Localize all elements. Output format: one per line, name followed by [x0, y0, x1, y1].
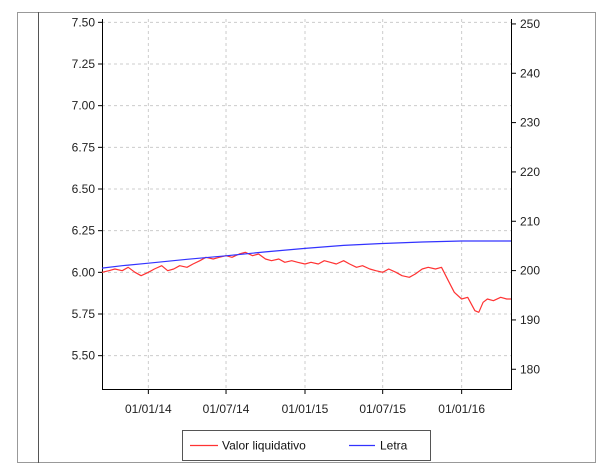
- y-tick-label-left: 5.50: [72, 349, 96, 363]
- y-tick-label-left: 7.25: [72, 57, 96, 71]
- x-tick-label: 01/07/15: [359, 402, 406, 416]
- y-tick-label-right: 210: [520, 214, 540, 228]
- x-tick-label: 01/01/16: [438, 402, 485, 416]
- legend: Valor liquidativo Letra: [182, 430, 431, 461]
- y-tick-label-right: 240: [520, 66, 540, 80]
- axes: 5.50 5.75 6.00 6.25 6.50 6.75 7.00 7.25 7.50 180 1…: [72, 15, 541, 416]
- y-tick-label-right: 230: [520, 116, 540, 130]
- y-tick-label-left: 7.00: [72, 99, 96, 113]
- y-tick-label-left: 6.25: [72, 224, 96, 238]
- series-line-letra: [101, 240, 511, 269]
- y-tick-label-right: 220: [520, 165, 540, 179]
- y-tick-label-left: 6.75: [72, 140, 96, 154]
- y-tick-label-right: 190: [520, 313, 540, 327]
- y-tick-label-left: 7.50: [72, 15, 96, 29]
- y-tick-label-right: 180: [520, 362, 540, 376]
- x-tick-label: 01/07/14: [203, 402, 250, 416]
- y-tick-label-right: 200: [520, 264, 540, 278]
- y-tick-label-right: 250: [520, 17, 540, 31]
- series-layer: [101, 240, 511, 313]
- grid: [102, 19, 511, 389]
- x-tick-label: 01/01/15: [282, 402, 329, 416]
- y-tick-label-left: 5.75: [72, 307, 96, 321]
- outer-frame: [17, 12, 596, 463]
- legend-label-valor-liquidativo: Valor liquidativo: [222, 439, 306, 453]
- y-tick-label-left: 6.00: [72, 265, 96, 279]
- legend-label-letra: Letra: [380, 439, 408, 453]
- x-tick-label: 01/01/14: [125, 402, 172, 416]
- y-tick-label-left: 6.50: [72, 182, 96, 196]
- series-line-valor-liquidativo: [101, 251, 511, 313]
- legend-box: [182, 430, 431, 461]
